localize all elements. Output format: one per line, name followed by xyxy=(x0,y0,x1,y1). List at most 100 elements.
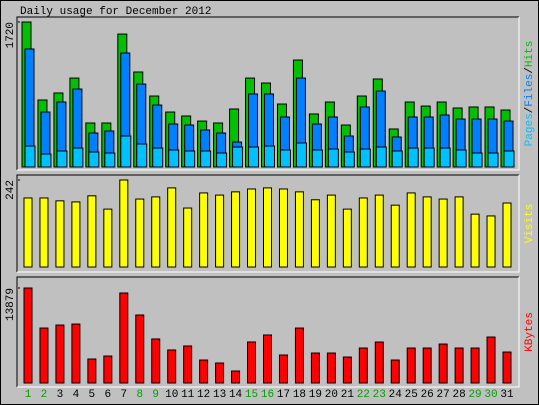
x-tick-label: 17 xyxy=(277,389,290,401)
panel-border xyxy=(16,174,519,272)
panel-border xyxy=(17,277,520,388)
x-tick-label: 5 xyxy=(89,389,96,401)
bar xyxy=(56,150,68,168)
x-tick-label: 7 xyxy=(120,389,127,401)
bar xyxy=(342,356,352,384)
x-tick-label: 25 xyxy=(405,389,418,401)
bar xyxy=(470,213,480,268)
x-tick-label: 30 xyxy=(484,389,497,401)
bar xyxy=(359,148,371,168)
legend-entry: KBytes xyxy=(524,312,536,352)
bar xyxy=(454,347,464,384)
x-tick-label: 16 xyxy=(261,389,274,401)
x-tick-label: 24 xyxy=(389,389,403,401)
bar xyxy=(470,347,480,384)
bar xyxy=(248,146,260,168)
bar xyxy=(422,196,432,268)
x-tick-label: 21 xyxy=(341,389,355,401)
bar xyxy=(88,151,100,168)
bar xyxy=(407,147,419,168)
bar xyxy=(342,208,352,268)
x-tick-label: 10 xyxy=(165,389,178,401)
bar xyxy=(168,149,180,168)
bar xyxy=(23,197,33,268)
bar xyxy=(311,149,323,168)
bar xyxy=(151,196,161,268)
bar xyxy=(87,195,97,268)
bar xyxy=(71,201,81,268)
bar xyxy=(103,355,113,384)
y-tick-label: 13879 xyxy=(5,288,17,321)
x-tick-label: 18 xyxy=(293,389,306,401)
bar xyxy=(423,147,435,168)
x-tick-label: 3 xyxy=(57,389,64,401)
x-tick-label: 26 xyxy=(421,389,434,401)
bar xyxy=(55,324,65,384)
bar xyxy=(295,142,307,168)
bar xyxy=(294,327,304,384)
y-tick-label: 242 xyxy=(5,180,17,200)
bar xyxy=(215,362,225,384)
bar xyxy=(390,204,400,268)
bar xyxy=(40,153,52,168)
bar xyxy=(374,341,384,384)
bar xyxy=(406,347,416,384)
bar xyxy=(183,345,193,384)
x-tick-label: 31 xyxy=(500,389,514,401)
bar xyxy=(391,150,403,168)
bar xyxy=(103,208,113,268)
panel-border xyxy=(16,16,519,170)
bar xyxy=(438,198,448,268)
legend-separator: / xyxy=(524,67,536,74)
x-tick-label: 6 xyxy=(105,389,112,401)
bar xyxy=(278,354,288,384)
x-tick-label: 20 xyxy=(325,389,338,401)
x-tick-label: 1 xyxy=(25,389,32,401)
bar xyxy=(503,150,515,168)
bar xyxy=(486,215,496,268)
legend-entry: Files xyxy=(524,74,536,107)
bar xyxy=(471,152,483,168)
bar xyxy=(23,287,33,384)
bar xyxy=(502,351,512,384)
x-tick-label: 12 xyxy=(197,389,210,401)
bar xyxy=(231,370,241,384)
bar xyxy=(87,358,97,384)
bar xyxy=(263,334,272,384)
x-tick-label: 11 xyxy=(181,389,195,401)
x-tick-label: 13 xyxy=(213,389,226,401)
bar xyxy=(215,194,225,268)
bar xyxy=(422,347,432,384)
legend: Pages/Files/Hits xyxy=(524,41,536,147)
legend: KBytes xyxy=(524,312,536,352)
bar xyxy=(152,147,164,168)
bar xyxy=(247,341,257,384)
x-tick-label: 28 xyxy=(452,389,465,401)
bar xyxy=(294,191,304,268)
bar xyxy=(71,323,81,384)
bar xyxy=(438,343,448,384)
legend-entry: Visits xyxy=(524,204,536,244)
bar xyxy=(72,147,84,168)
bar xyxy=(24,145,36,168)
x-tick-label: 4 xyxy=(73,389,80,401)
bar xyxy=(135,198,145,268)
bar xyxy=(151,338,161,384)
x-tick-label: 9 xyxy=(152,389,159,401)
legend-entry: Hits xyxy=(524,41,536,67)
bar xyxy=(199,192,209,268)
bar xyxy=(39,327,49,384)
bar xyxy=(55,200,65,268)
x-tick-label: 19 xyxy=(309,389,322,401)
bar xyxy=(119,179,129,268)
legend-entry: Pages xyxy=(524,113,536,146)
bar xyxy=(310,199,320,268)
bar xyxy=(502,202,512,268)
panel-border xyxy=(16,276,519,387)
panel-border xyxy=(17,17,520,171)
bar xyxy=(310,352,320,384)
bar xyxy=(135,314,145,384)
bar xyxy=(439,147,451,168)
bar xyxy=(358,197,368,268)
